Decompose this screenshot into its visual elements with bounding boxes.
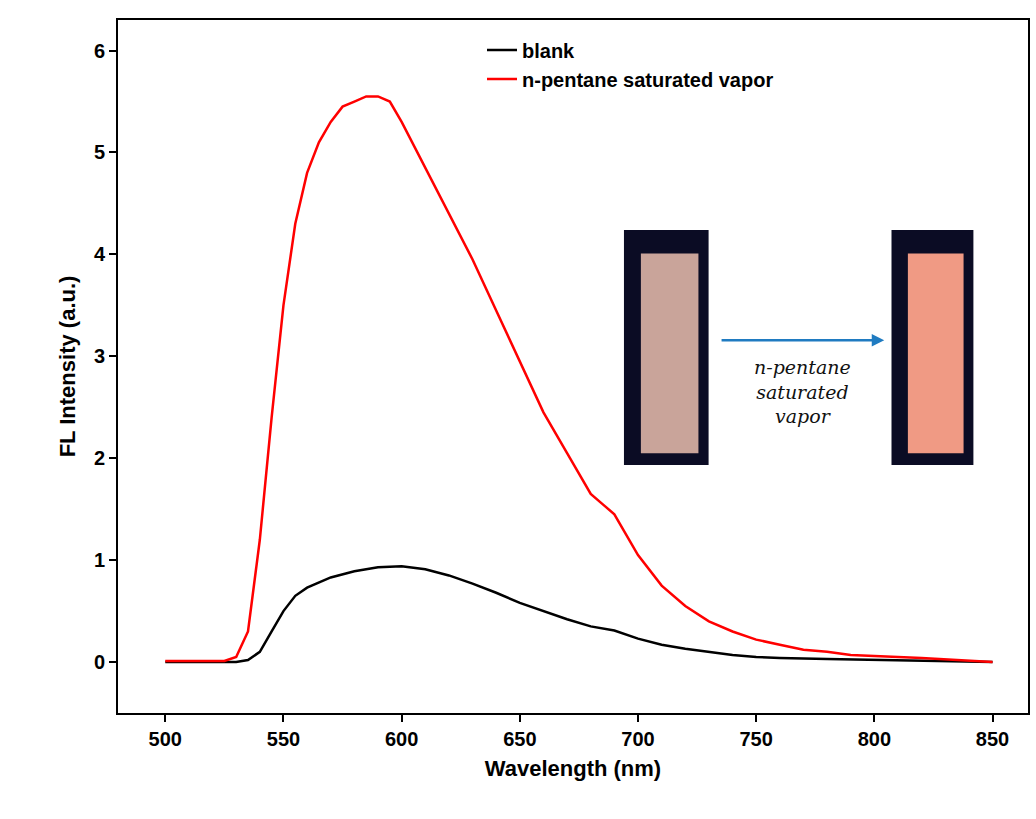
svg-text:n-pentanesaturatedvapor: n-pentanesaturatedvapor	[754, 356, 851, 427]
svg-text:800: 800	[858, 728, 891, 750]
svg-text:6: 6	[94, 40, 105, 62]
svg-text:750: 750	[739, 728, 772, 750]
svg-text:2: 2	[94, 447, 105, 469]
svg-text:FL Intensity (a.u.): FL Intensity (a.u.)	[55, 276, 80, 458]
svg-text:5: 5	[94, 141, 105, 163]
svg-text:850: 850	[976, 728, 1009, 750]
svg-text:650: 650	[503, 728, 536, 750]
svg-text:blank: blank	[522, 40, 575, 62]
svg-text:n-pentane saturated vapor: n-pentane saturated vapor	[522, 69, 773, 91]
svg-text:500: 500	[149, 728, 182, 750]
svg-text:3: 3	[94, 345, 105, 367]
svg-text:600: 600	[385, 728, 418, 750]
svg-text:1: 1	[94, 549, 105, 571]
svg-text:Wavelength (nm): Wavelength (nm)	[485, 756, 661, 781]
svg-text:550: 550	[267, 728, 300, 750]
svg-text:0: 0	[94, 651, 105, 673]
svg-text:700: 700	[621, 728, 654, 750]
svg-text:4: 4	[94, 243, 106, 265]
